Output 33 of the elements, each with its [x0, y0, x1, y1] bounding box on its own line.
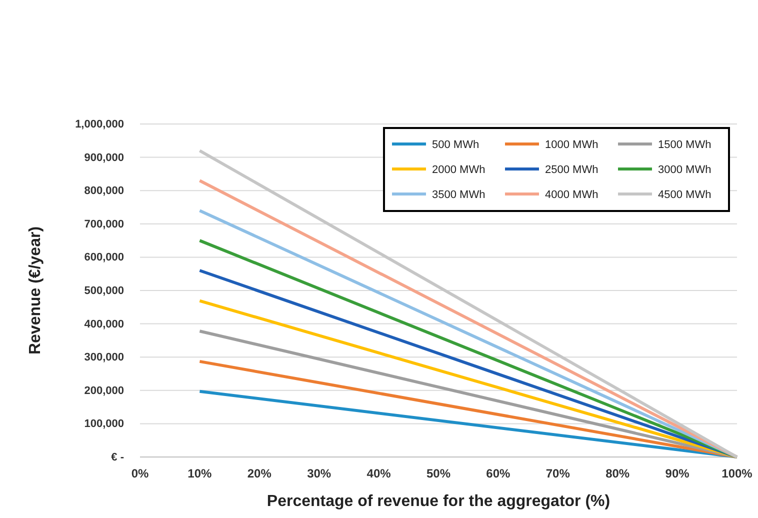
legend-label: 4500 MWh: [658, 189, 712, 201]
y-tick-label: € -: [111, 452, 124, 464]
x-tick-label: 40%: [366, 466, 392, 481]
x-tick-label: 0%: [131, 466, 149, 481]
legend-label: 3000 MWh: [658, 164, 712, 176]
y-tick-label: 500,000: [84, 285, 124, 298]
x-tick-label: 100%: [722, 466, 753, 481]
legend-label: 2000 MWh: [432, 164, 486, 176]
legend-label: 2500 MWh: [545, 164, 598, 176]
x-tick-label: 20%: [247, 466, 272, 481]
x-tick-label: 70%: [546, 466, 570, 481]
y-axis-title: Revenue (€/year): [27, 226, 44, 355]
y-tick-label: 300,000: [84, 352, 124, 364]
y-tick-label: 700,000: [84, 218, 124, 230]
y-tick-label: 1,000,000: [75, 118, 124, 131]
x-tick-label: 50%: [426, 466, 451, 481]
y-tick-label: 200,000: [84, 384, 124, 397]
y-tick-label: 800,000: [84, 185, 124, 198]
legend-label: 3500 MWh: [432, 189, 486, 201]
y-tick-label: 400,000: [84, 318, 124, 330]
y-tick-label: 600,000: [84, 252, 124, 264]
x-tick-label: 30%: [307, 466, 332, 481]
x-tick-label: 90%: [665, 466, 690, 481]
legend-label: 1000 MWh: [545, 139, 598, 151]
legend-label: 4000 MWh: [545, 189, 598, 201]
x-tick-label: 10%: [188, 466, 212, 481]
x-axis-title: Percentage of revenue for the aggregator (%): [266, 493, 610, 510]
legend-label: 500 MWh: [432, 139, 480, 151]
legend-label: 1500 MWh: [658, 139, 712, 151]
x-tick-label: 60%: [486, 466, 511, 481]
y-tick-label: 100,000: [84, 418, 124, 430]
y-tick-label: 900,000: [84, 152, 124, 164]
x-tick-label: 80%: [606, 466, 630, 481]
